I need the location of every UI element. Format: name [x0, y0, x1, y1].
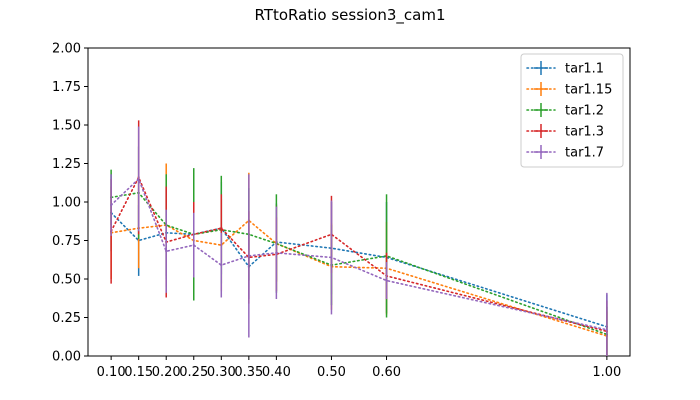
x-axis: 0.100.150.200.250.300.350.40 0.50 0.60 1.00	[97, 356, 621, 380]
legend-entry: tar1.1	[526, 61, 604, 77]
y-tick-label: 1.75	[52, 80, 81, 95]
legend-label: tar1.1	[565, 62, 604, 77]
x-tick-label: 0.30	[207, 365, 236, 380]
chart-title: RTtoRatio session3_cam1	[255, 6, 446, 25]
series-tar1.1	[110, 172, 608, 356]
legend: tar1.1 tar1.15 tar1.2 tar1.3 tar1.7	[520, 53, 624, 168]
x-tick-label: 0.40	[262, 365, 291, 380]
x-tick-label: 0.20	[152, 365, 181, 380]
x-tick-label: 1.00	[592, 365, 621, 380]
series-layer	[110, 120, 608, 356]
series-tar1.7	[110, 126, 608, 356]
y-tick-label: 0.00	[52, 350, 81, 365]
legend-label: tar1.15	[565, 83, 612, 98]
x-tick-label: 0.25	[179, 365, 208, 380]
series-tar1.2	[110, 146, 608, 356]
legend-entry: tar1.15	[526, 82, 612, 98]
x-tick-label: 0.60	[372, 365, 401, 380]
series-line	[110, 219, 608, 337]
x-tick-label: 0.15	[124, 365, 153, 380]
legend-entry: tar1.7	[526, 145, 604, 161]
legend-label: tar1.7	[565, 146, 604, 161]
y-tick-label: 2.00	[52, 42, 81, 57]
series-line	[110, 177, 608, 331]
y-tick-label: 0.25	[52, 311, 81, 326]
series-line	[110, 211, 608, 328]
legend-label: tar1.2	[565, 104, 604, 119]
series-line	[110, 175, 608, 333]
legend-box	[520, 53, 624, 168]
y-tick-label: 1.50	[52, 119, 81, 134]
y-tick-label: 0.75	[52, 234, 81, 249]
y-tick-label: 1.25	[52, 157, 81, 172]
legend-label: tar1.3	[565, 125, 604, 140]
x-tick-label: 0.10	[97, 365, 126, 380]
legend-entry: tar1.2	[526, 103, 604, 119]
y-tick-label: 0.50	[52, 273, 81, 288]
y-axis: 0.00 0.25 0.50 0.75 1.00 1.25 1.50 1.75 2.00	[52, 42, 88, 365]
legend-entry: tar1.3	[526, 124, 604, 140]
x-tick-label: 0.50	[317, 365, 346, 380]
y-tick-label: 1.00	[52, 196, 81, 211]
x-tick-label: 0.35	[234, 365, 263, 380]
